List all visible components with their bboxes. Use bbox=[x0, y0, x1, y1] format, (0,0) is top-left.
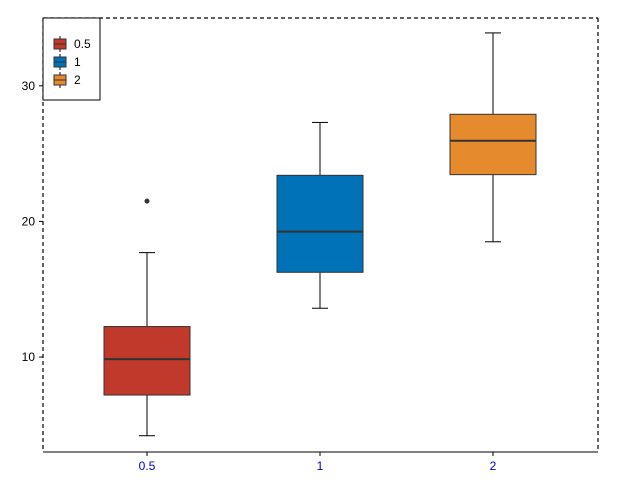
box-0-5 bbox=[103, 198, 191, 437]
legend-label: 2 bbox=[74, 73, 81, 87]
legend-label: 1 bbox=[74, 55, 81, 69]
legend-box bbox=[42, 17, 101, 101]
legend-item-2: 2 bbox=[53, 72, 81, 88]
x-tick-label: 0.5 bbox=[139, 459, 156, 473]
legend-label: 0.5 bbox=[74, 37, 91, 51]
x-tick-label: 2 bbox=[490, 459, 497, 473]
legend-item-0-5: 0.5 bbox=[53, 36, 91, 52]
legend-item-1: 1 bbox=[53, 54, 81, 70]
box-2 bbox=[449, 32, 537, 243]
box-1 bbox=[276, 121, 364, 309]
legend: 0.5 1 2 bbox=[42, 17, 101, 101]
box-group bbox=[103, 32, 537, 437]
box-body bbox=[103, 326, 191, 396]
x-tick-label: 1 bbox=[317, 459, 324, 473]
outlier-point bbox=[144, 198, 150, 204]
box-body bbox=[276, 174, 364, 273]
axes: 10 20 30 0.5 1 2 bbox=[22, 79, 598, 473]
y-tick-label: 20 bbox=[22, 214, 36, 228]
y-tick-label: 10 bbox=[22, 350, 36, 364]
y-tick-label: 30 bbox=[22, 79, 36, 93]
box-body bbox=[449, 113, 537, 176]
